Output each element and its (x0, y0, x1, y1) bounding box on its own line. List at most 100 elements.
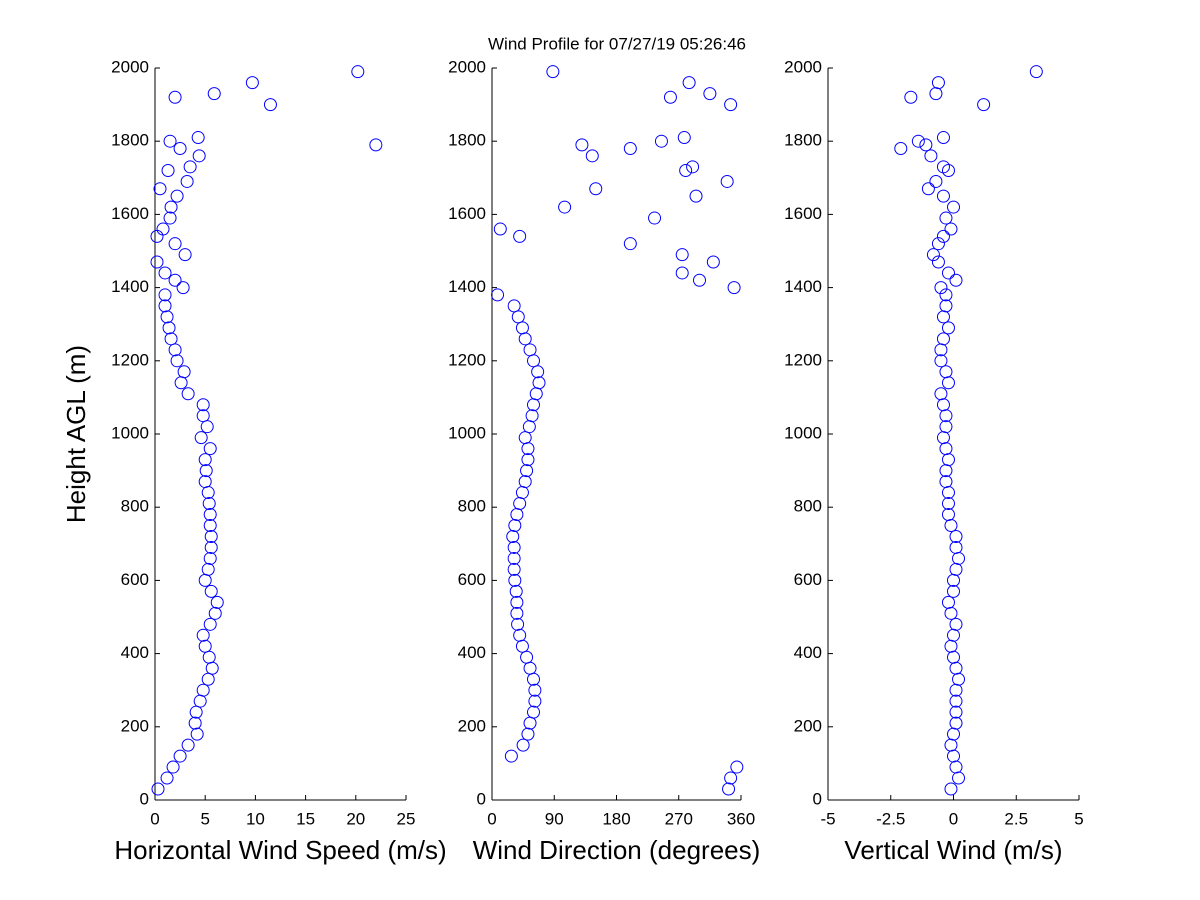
y-tick-label: 1600 (448, 204, 486, 223)
point (936, 229, 950, 243)
point (939, 365, 953, 379)
point (188, 716, 202, 730)
point (177, 365, 191, 379)
y-tick-label: 800 (794, 497, 822, 516)
x-tick-label: 270 (665, 809, 693, 828)
y-tick-label: 1200 (111, 350, 149, 369)
point (491, 288, 505, 302)
y-tick-label: 1200 (448, 350, 486, 369)
point (939, 299, 953, 313)
point (623, 142, 637, 156)
point (949, 705, 963, 719)
point (675, 266, 689, 280)
point (207, 87, 221, 101)
point (196, 409, 210, 423)
point (168, 90, 182, 104)
point (585, 149, 599, 163)
point (192, 149, 206, 163)
point (931, 76, 945, 90)
point (198, 475, 212, 489)
point (508, 573, 522, 587)
y-tick-label: 1600 (111, 204, 149, 223)
point (730, 760, 744, 774)
point (509, 584, 523, 598)
point (160, 310, 174, 324)
point (894, 142, 908, 156)
point (520, 464, 534, 478)
y-tick-label: 1600 (784, 204, 822, 223)
point (190, 727, 204, 741)
point (926, 248, 940, 262)
point (936, 160, 950, 174)
point (944, 782, 958, 796)
point (706, 255, 720, 269)
point (506, 529, 520, 543)
figure-title: Wind Profile for 07/27/19 05:26:46 (488, 34, 746, 53)
x-tick-label: 0 (487, 809, 496, 828)
point (178, 248, 192, 262)
y-tick-label: 1800 (111, 131, 149, 150)
point (176, 281, 190, 295)
x-tick-label: 15 (296, 809, 315, 828)
y-tick-label: 600 (458, 570, 486, 589)
point (181, 738, 195, 752)
point (199, 464, 213, 478)
point (558, 200, 572, 214)
point (939, 211, 953, 225)
x-tick-label: 2.5 (1004, 809, 1028, 828)
point (949, 529, 963, 543)
point (575, 138, 589, 152)
point (689, 189, 703, 203)
point (204, 584, 218, 598)
point (168, 273, 182, 287)
point (204, 529, 218, 543)
point (934, 387, 948, 401)
point (528, 694, 542, 708)
point (196, 628, 210, 642)
point (181, 387, 195, 401)
point (977, 98, 991, 112)
x-tick-label: 5 (200, 809, 209, 828)
point (507, 562, 521, 576)
point (196, 398, 210, 412)
point (351, 65, 365, 79)
x-tick-label: 0 (949, 809, 958, 828)
point (493, 222, 507, 236)
point (693, 273, 706, 287)
y-tick-label: 400 (794, 643, 822, 662)
point (168, 237, 182, 251)
point (263, 98, 277, 112)
point (183, 160, 197, 174)
point (677, 131, 691, 145)
point (939, 288, 953, 302)
point (204, 540, 218, 554)
point (947, 200, 960, 214)
point (949, 694, 963, 708)
point (511, 617, 525, 631)
y-tick-label: 1000 (448, 423, 486, 442)
x-tick-label: 25 (397, 809, 416, 828)
y-tick-label: 600 (794, 570, 822, 589)
point (203, 551, 217, 565)
point (679, 163, 693, 177)
point (936, 131, 950, 145)
point (507, 299, 521, 313)
point (170, 189, 184, 203)
point (164, 200, 178, 214)
point (722, 782, 736, 796)
point (161, 163, 175, 177)
point (675, 248, 689, 262)
point (648, 211, 662, 225)
point (203, 508, 217, 522)
y-tick-label: 1000 (784, 423, 822, 442)
point (191, 131, 205, 145)
point (919, 138, 933, 152)
point (589, 182, 603, 196)
point (203, 442, 217, 456)
point (521, 453, 535, 467)
point (163, 134, 177, 148)
x-tick-label: -2.5 (876, 809, 905, 828)
point (507, 551, 521, 565)
x-tick-label: 10 (246, 809, 265, 828)
y-tick-label: 1000 (111, 423, 149, 442)
